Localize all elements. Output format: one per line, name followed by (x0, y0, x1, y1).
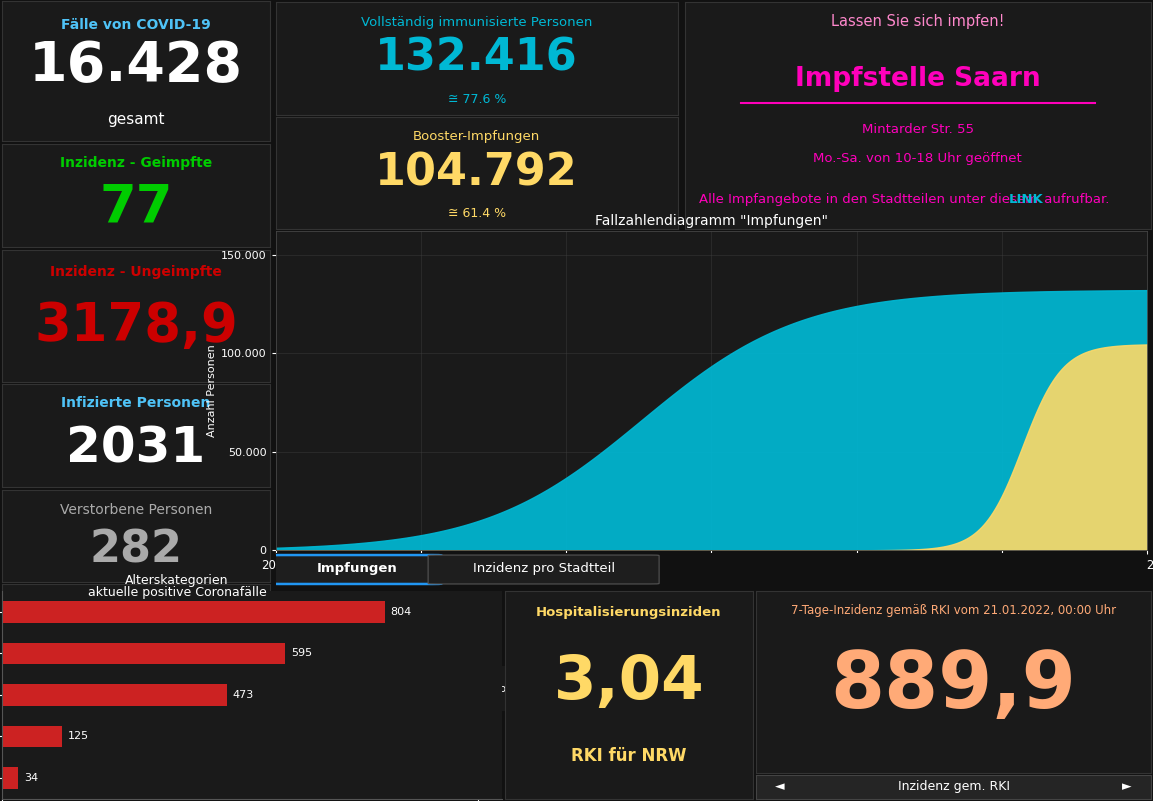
Text: ◄: ◄ (775, 780, 785, 793)
Text: Infizierte Personen: Infizierte Personen (61, 396, 211, 410)
Text: Inzidenz - Ungeimpfte: Inzidenz - Ungeimpfte (50, 265, 223, 280)
Text: LINK: LINK (1009, 193, 1043, 206)
Text: 104.792: 104.792 (376, 151, 578, 195)
Text: 889,9: 889,9 (830, 648, 1077, 723)
Text: 473: 473 (233, 690, 254, 700)
Text: Inzidenz gem. RKI: Inzidenz gem. RKI (897, 780, 1010, 793)
Text: Mo.-Sa. von 10-18 Uhr geöffnet: Mo.-Sa. von 10-18 Uhr geöffnet (813, 152, 1023, 165)
Text: RKI für NRW: RKI für NRW (571, 747, 687, 766)
Text: 595: 595 (291, 648, 312, 658)
Text: Booster-Impfungen: Booster-Impfungen (413, 131, 541, 143)
Text: 77: 77 (99, 182, 173, 234)
Text: Vollständig immunisierte Personen: Vollständig immunisierte Personen (361, 16, 593, 29)
Legend: Vollständig
immunisierte
Personen, Booster-Impfungen: Vollständig immunisierte Personen, Boost… (299, 666, 552, 710)
Text: 7-Tage-Inzidenz gemäß RKI vom 21.01.2022, 00:00 Uhr: 7-Tage-Inzidenz gemäß RKI vom 21.01.2022… (791, 604, 1116, 617)
Text: 16.428: 16.428 (29, 38, 243, 93)
Text: Impfstelle Saarn: Impfstelle Saarn (794, 66, 1041, 92)
Text: gesamt: gesamt (107, 112, 165, 127)
Title: Fallzahlendiagramm "Impfungen": Fallzahlendiagramm "Impfungen" (595, 214, 828, 227)
Text: Fälle von COVID-19: Fälle von COVID-19 (61, 18, 211, 32)
Text: 2031: 2031 (67, 425, 205, 472)
Text: 804: 804 (391, 607, 412, 617)
Text: Alterskategorien: Alterskategorien (126, 574, 228, 587)
Text: aufrufbar.: aufrufbar. (1040, 193, 1109, 206)
FancyBboxPatch shape (271, 555, 442, 584)
Text: 132.416: 132.416 (376, 37, 578, 80)
Text: Alle Impfangebote in den Stadtteilen unter diesem: Alle Impfangebote in den Stadtteilen unt… (699, 193, 1042, 206)
Text: Mintarder Str. 55: Mintarder Str. 55 (861, 123, 974, 135)
Text: ≅ 61.4 %: ≅ 61.4 % (447, 207, 506, 220)
Bar (2, 767, 18, 789)
Text: ►: ► (1122, 780, 1132, 793)
Text: 34: 34 (24, 773, 38, 783)
Text: 2.188: 2.188 (61, 627, 211, 672)
Text: Inzidenz pro Stadtteil: Inzidenz pro Stadtteil (473, 562, 615, 575)
Text: Hospitalisierungsinziden: Hospitalisierungsinziden (536, 606, 722, 618)
Text: 3,04: 3,04 (553, 653, 704, 712)
Text: 282: 282 (90, 528, 182, 571)
Y-axis label: Anzahl Personen: Anzahl Personen (206, 344, 217, 437)
Bar (2, 726, 62, 747)
Text: Inzidenz - Geimpfte: Inzidenz - Geimpfte (60, 156, 212, 170)
Bar (2, 601, 385, 622)
FancyBboxPatch shape (428, 555, 660, 584)
Text: Lassen Sie sich impfen!: Lassen Sie sich impfen! (831, 14, 1004, 29)
Bar (2, 642, 285, 664)
Text: Verstorbene Personen: Verstorbene Personen (60, 503, 212, 517)
Text: 125: 125 (67, 731, 89, 742)
Text: Impfungen: Impfungen (316, 562, 397, 575)
Text: In Quarantäne: In Quarantäne (80, 597, 193, 611)
Text: aktuelle positive Coronafälle: aktuelle positive Coronafälle (88, 586, 266, 599)
Text: ≅ 77.6 %: ≅ 77.6 % (447, 93, 506, 106)
Bar (2, 684, 227, 706)
Text: 3178,9: 3178,9 (35, 300, 238, 352)
